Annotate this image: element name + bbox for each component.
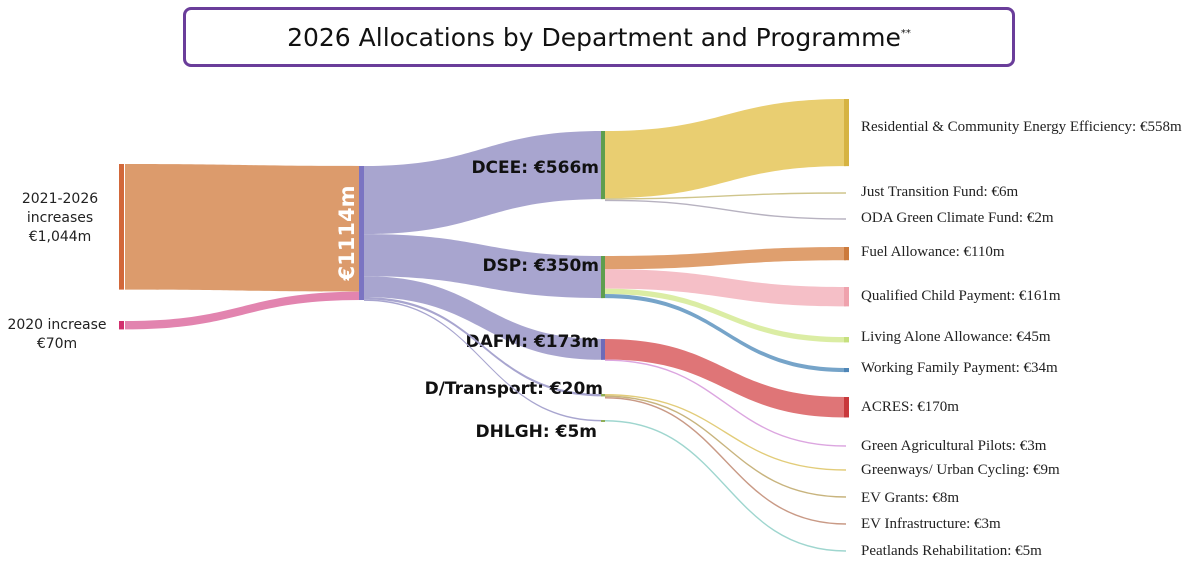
source-label-src-increases-1: increases: [27, 210, 93, 226]
node-dafm-prog-0: [844, 397, 849, 418]
flow-dcee-prog-0: [605, 99, 846, 199]
programme-label-dtransport-prog-1: EV Grants: €8m: [861, 490, 959, 506]
flow-dsp-prog-0: [605, 247, 846, 270]
chart-title: 2026 Allocations by Department and Progr…: [183, 7, 1015, 67]
node-dsp-prog-1: [844, 287, 849, 307]
flow-dsp-prog-3: [605, 294, 846, 373]
programme-label-dtransport-prog-0: Greenways/ Urban Cycling: €9m: [861, 462, 1060, 478]
programme-label-dafm-prog-0: ACRES: €170m: [861, 399, 959, 415]
node-dtransport: [601, 394, 605, 397]
flow-dhlgh-prog-0: [604, 420, 847, 552]
node-dsp-prog-0: [844, 247, 849, 261]
programme-label-dafm-prog-1: Green Agricultural Pilots: €3m: [861, 438, 1047, 454]
programme-label-dsp-prog-2: Living Alone Allowance: €45m: [861, 329, 1051, 345]
node-total: [359, 166, 364, 301]
programme-label-dcee-prog-0: Residential & Community Energy Efficienc…: [861, 119, 1182, 135]
dept-label-dhlgh: DHLGH: €5m: [476, 422, 597, 442]
programme-label-dtransport-prog-2: EV Infrastructure: €3m: [861, 516, 1001, 532]
programme-label-dcee-prog-2: ODA Green Climate Fund: €2m: [861, 210, 1054, 226]
node-dcee-prog-0: [844, 99, 849, 167]
title-footnote: **: [900, 27, 911, 39]
programme-label-dhlgh-prog-0: Peatlands Rehabilitation: €5m: [861, 543, 1042, 559]
node-dsp: [601, 256, 605, 299]
flow-dcee-prog-2: [604, 199, 847, 220]
dept-label-dcee: DCEE: €566m: [471, 158, 599, 178]
flow-total-dsp: [364, 234, 603, 299]
flow-src-2020: [125, 291, 361, 330]
source-label-src-increases-0: 2021-2026: [22, 191, 98, 207]
source-label-src-increases-2: €1,044m: [29, 229, 92, 245]
programme-label-dsp-prog-0: Fuel Allowance: €110m: [861, 244, 1005, 260]
total-label: €1114m: [335, 186, 359, 282]
node-dhlgh: [601, 420, 605, 422]
flow-dcee-prog-1: [604, 192, 847, 200]
flow-total-dhlgh: [364, 299, 603, 422]
dept-label-dsp: DSP: €350m: [482, 256, 599, 276]
flow-dafm-prog-0: [605, 339, 846, 418]
flow-dtransport-prog-1: [604, 395, 847, 498]
source-label-src-2020-1: €70m: [37, 336, 77, 352]
node-dsp-prog-3: [844, 368, 849, 373]
flow-src-increases: [125, 164, 361, 292]
node-dsp-prog-2: [844, 337, 849, 343]
node-src-2020: [119, 321, 124, 330]
dept-label-dafm: DAFM: €173m: [465, 332, 599, 352]
flow-total-dcee: [364, 131, 603, 235]
programme-label-dcee-prog-1: Just Transition Fund: €6m: [861, 184, 1018, 200]
flow-total-dafm: [364, 276, 603, 360]
source-label-src-2020-0: 2020 increase: [7, 317, 106, 333]
flow-total-dtransport: [364, 297, 603, 397]
programme-label-dsp-prog-3: Working Family Payment: €34m: [861, 360, 1058, 376]
programme-label-dsp-prog-1: Qualified Child Payment: €161m: [861, 288, 1061, 304]
node-dcee: [601, 131, 605, 200]
flow-dtransport-prog-0: [604, 394, 847, 471]
flow-dafm-prog-1: [604, 359, 847, 447]
node-dafm: [601, 339, 605, 360]
chart-title-text: 2026 Allocations by Department and Progr…: [287, 22, 901, 52]
node-src-increases: [119, 164, 124, 290]
flow-dsp-prog-2: [605, 288, 846, 343]
flow-dsp-prog-1: [605, 269, 846, 307]
flow-dtransport-prog-2: [604, 397, 847, 525]
